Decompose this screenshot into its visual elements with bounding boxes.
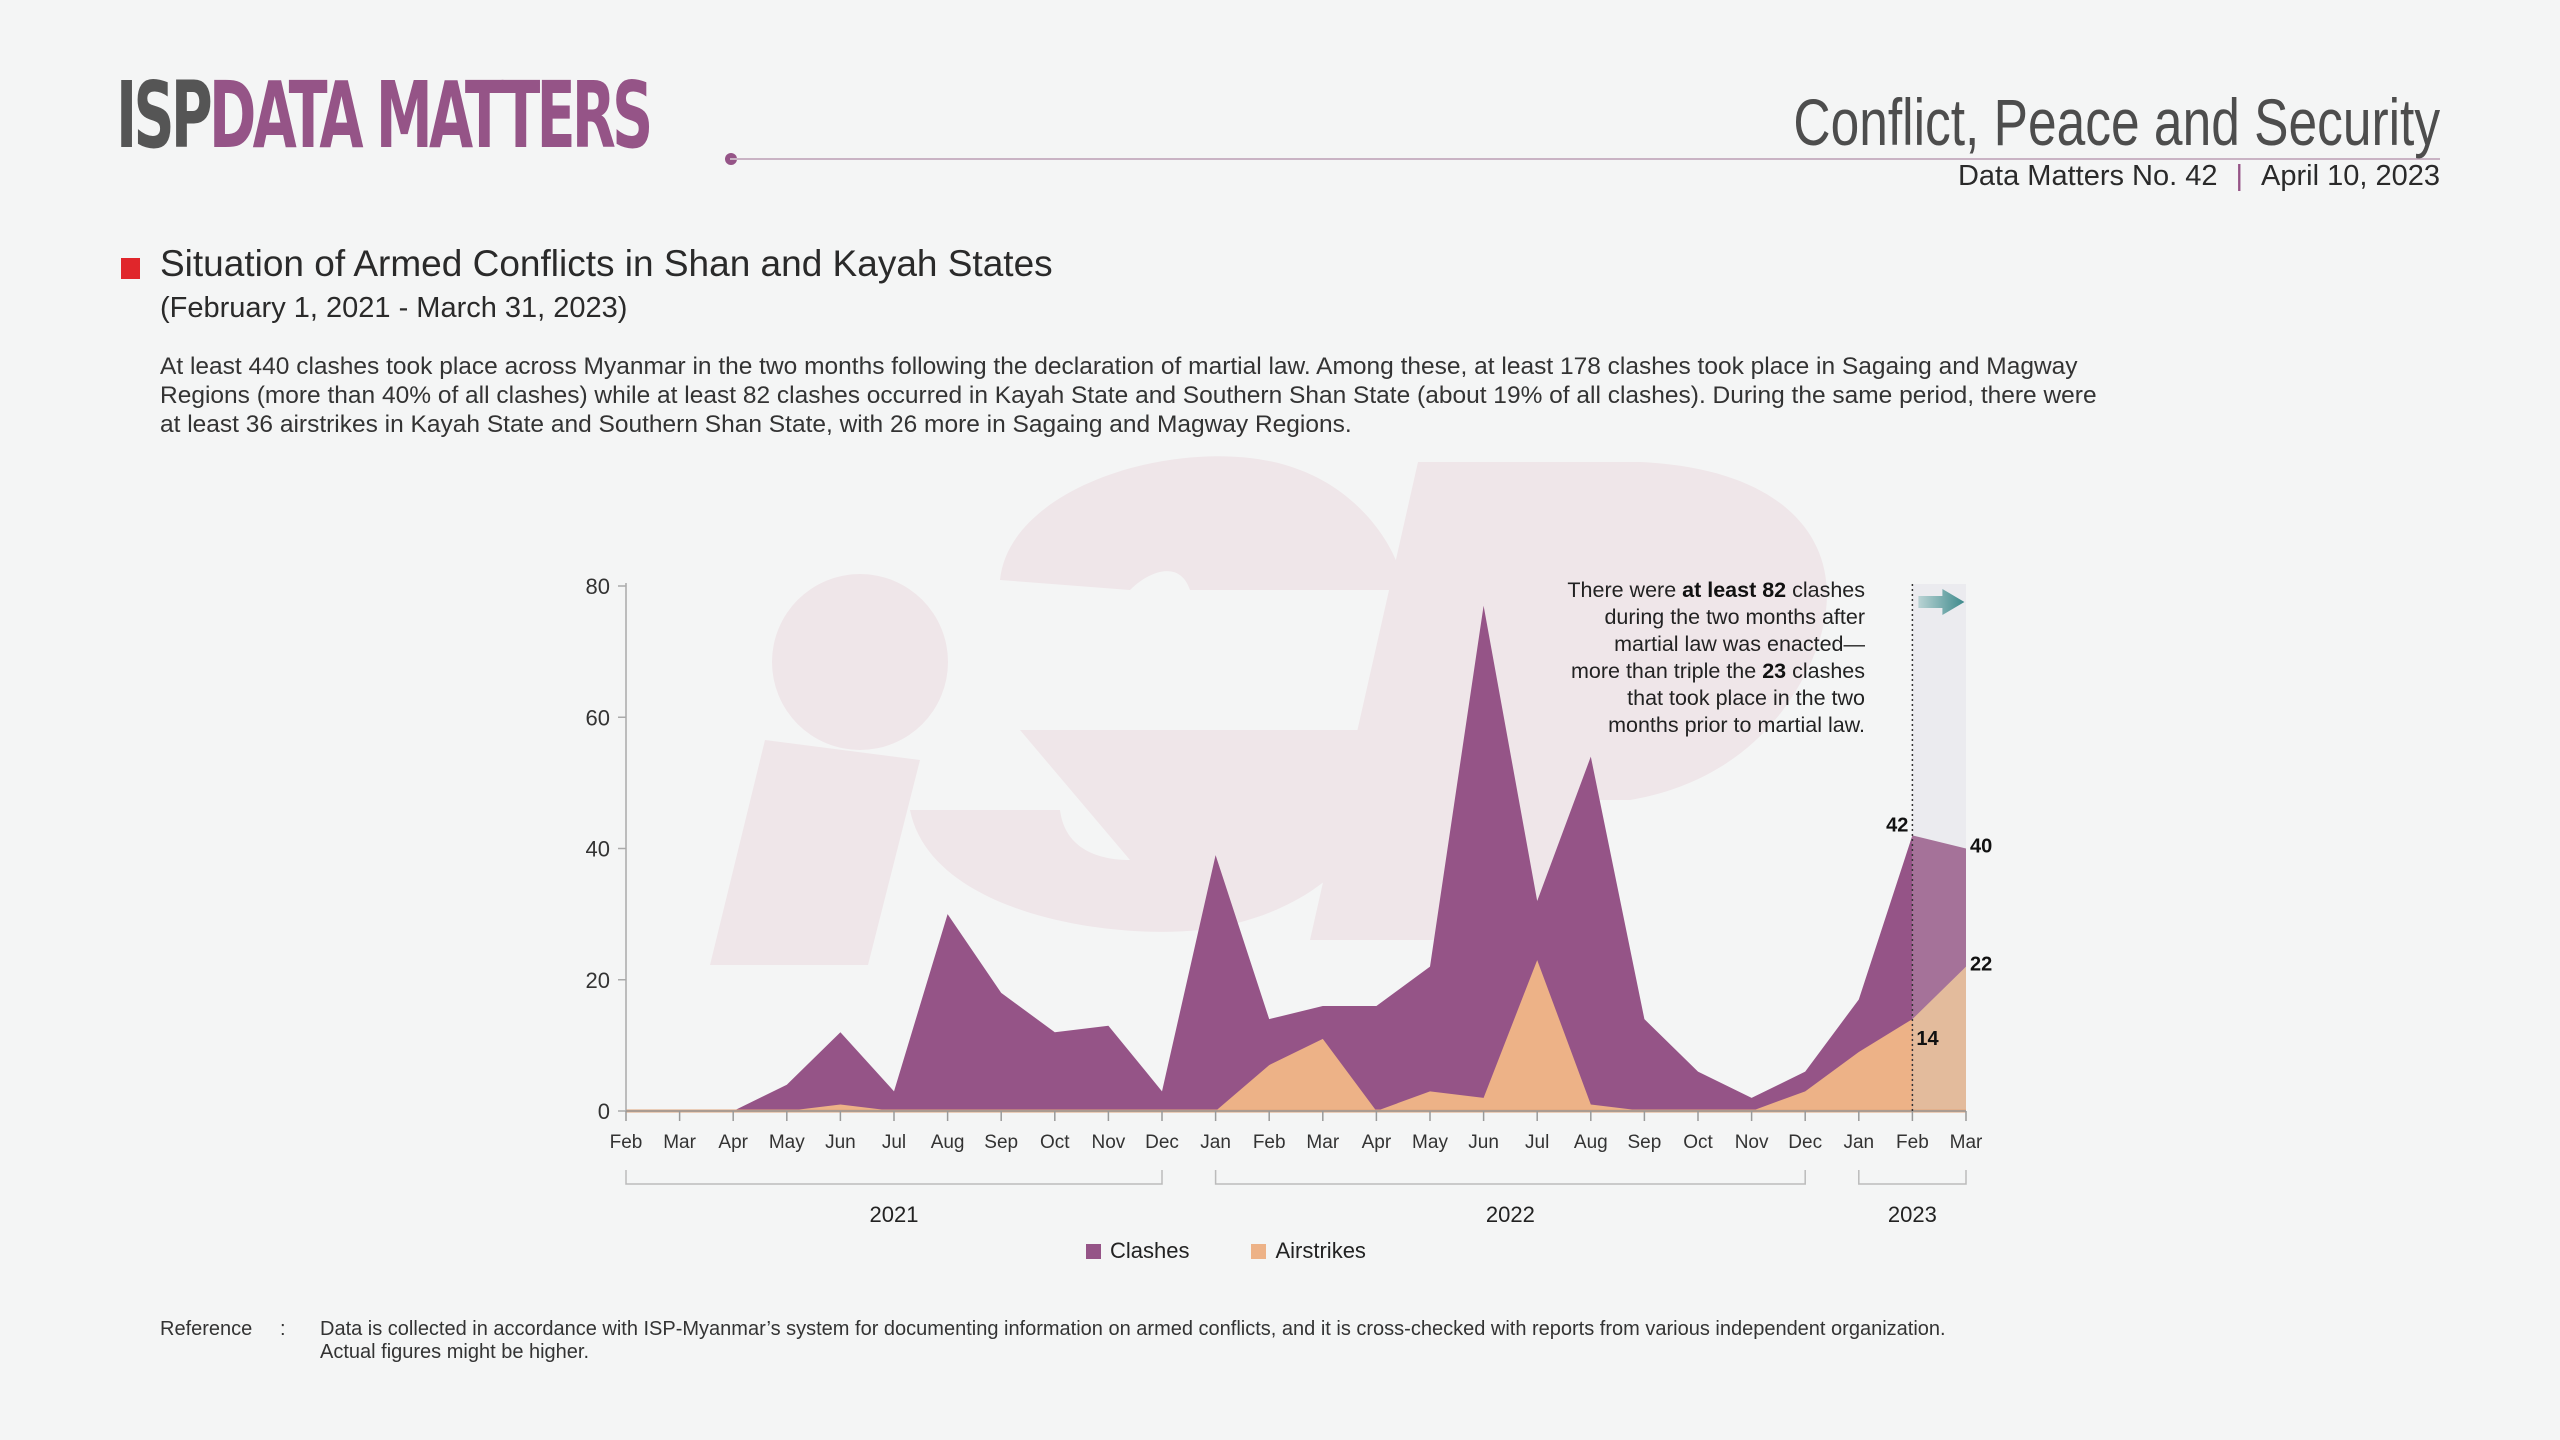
date-range-subtitle: (February 1, 2021 - March 31, 2023) <box>160 292 628 324</box>
x-tick-label: Jan <box>1843 1132 1874 1153</box>
issue-separator: | <box>2235 160 2244 192</box>
logo-prefix: ISP <box>116 62 213 169</box>
watermark-i <box>710 740 920 965</box>
reference-colon: : <box>280 1318 286 1340</box>
arrow-right-icon <box>1918 589 1965 615</box>
title-bullet-icon <box>121 258 140 279</box>
series-title: Conflict, Peace and Security <box>1793 85 2440 159</box>
reference-label: Reference <box>160 1318 253 1340</box>
data-label: 42 <box>1886 814 1908 836</box>
x-tick-label: Mar <box>663 1132 696 1153</box>
x-tick-label: Dec <box>1788 1132 1822 1153</box>
x-tick-label: Feb <box>1253 1132 1286 1153</box>
data-label: 14 <box>1916 1028 1939 1050</box>
watermark-dot <box>772 574 948 750</box>
annotation-bold: at least 82 <box>1682 578 1787 602</box>
year-label: 2022 <box>1486 1202 1535 1227</box>
x-tick-label: Aug <box>1574 1132 1608 1153</box>
brand-logo: ISPDATA MATTERS <box>116 70 653 162</box>
x-tick-label: Jan <box>1200 1132 1231 1153</box>
x-tick-label: Apr <box>718 1132 748 1153</box>
x-tick-label: Mar <box>1306 1132 1339 1153</box>
legend-item-clashes: Clashes <box>1086 1238 1189 1264</box>
legend-label: Airstrikes <box>1275 1238 1366 1263</box>
x-tick-label: Jun <box>825 1132 856 1153</box>
airstrikes-area <box>626 960 1913 1111</box>
y-tick-label: 40 <box>586 837 610 862</box>
header-divider <box>730 158 2440 160</box>
annotation-text: clashes that took place in the two month… <box>1608 659 1865 737</box>
year-label: 2021 <box>870 1202 919 1227</box>
watermark-s-bottom <box>910 730 1383 932</box>
legend-item-airstrikes: Airstrikes <box>1251 1238 1366 1264</box>
x-tick-label: Oct <box>1683 1132 1713 1153</box>
x-tick-label: Apr <box>1362 1132 1392 1153</box>
x-tick-label: Nov <box>1092 1132 1126 1153</box>
annotation-text: There were <box>1567 578 1683 602</box>
x-tick-label: Oct <box>1040 1132 1070 1153</box>
annotation-text: clashes during the two months after mart… <box>1570 578 1865 683</box>
logo-main: DATA MATTERS <box>208 62 653 169</box>
isp-watermark <box>710 456 1827 965</box>
description-paragraph: At least 440 clashes took place across M… <box>160 353 2097 438</box>
issue-info: Data Matters No. 42 | April 10, 2023 <box>1958 160 2440 193</box>
x-tick-label: Mar <box>1950 1132 1983 1153</box>
watermark-s-top <box>1000 456 1402 590</box>
year-bracket <box>1214 1170 1806 1185</box>
y-tick-label: 20 <box>586 968 610 993</box>
x-tick-label: Sep <box>984 1132 1018 1153</box>
year-label: 2023 <box>1888 1202 1937 1227</box>
year-bracket <box>1858 1170 1967 1185</box>
year-bracket <box>625 1170 1163 1185</box>
watermark-p <box>1310 462 1827 940</box>
issue-date: April 10, 2023 <box>2261 160 2440 192</box>
airstrikes-area-highlight <box>1912 966 1966 1111</box>
legend-swatch-airstrikes <box>1251 1243 1267 1259</box>
x-tick-label: Aug <box>931 1132 965 1153</box>
data-label: 22 <box>1970 954 1992 976</box>
legend-label: Clashes <box>1110 1238 1190 1263</box>
issue-number: Data Matters No. 42 <box>1957 160 2218 192</box>
legend-swatch-clashes <box>1086 1243 1101 1259</box>
y-tick-label: 0 <box>598 1099 610 1124</box>
page-title: Situation of Armed Conflicts in Shan and… <box>160 243 1053 284</box>
x-tick-label: May <box>1412 1132 1448 1153</box>
x-tick-label: Jul <box>1525 1132 1549 1153</box>
data-label: 40 <box>1970 836 1992 858</box>
x-tick-label: Feb <box>1896 1132 1929 1153</box>
x-tick-label: Jun <box>1468 1132 1499 1153</box>
reference-text: Data is collected in accordance with ISP… <box>320 1318 1946 1363</box>
clashes-area <box>626 605 1913 1111</box>
x-tick-label: Sep <box>1627 1132 1661 1153</box>
x-tick-label: Feb <box>610 1132 643 1153</box>
chart-annotation: There were at least 82 clashes during th… <box>1560 577 1865 739</box>
x-tick-label: Jul <box>882 1132 906 1153</box>
y-tick-label: 60 <box>586 705 610 730</box>
y-tick-label: 80 <box>586 574 610 599</box>
x-tick-label: Dec <box>1145 1132 1179 1153</box>
annotation-bold: 23 <box>1762 659 1787 683</box>
x-tick-label: May <box>769 1132 805 1153</box>
x-tick-label: Nov <box>1735 1132 1769 1153</box>
chart-legend: Clashes Airstrikes <box>1086 1238 1366 1264</box>
